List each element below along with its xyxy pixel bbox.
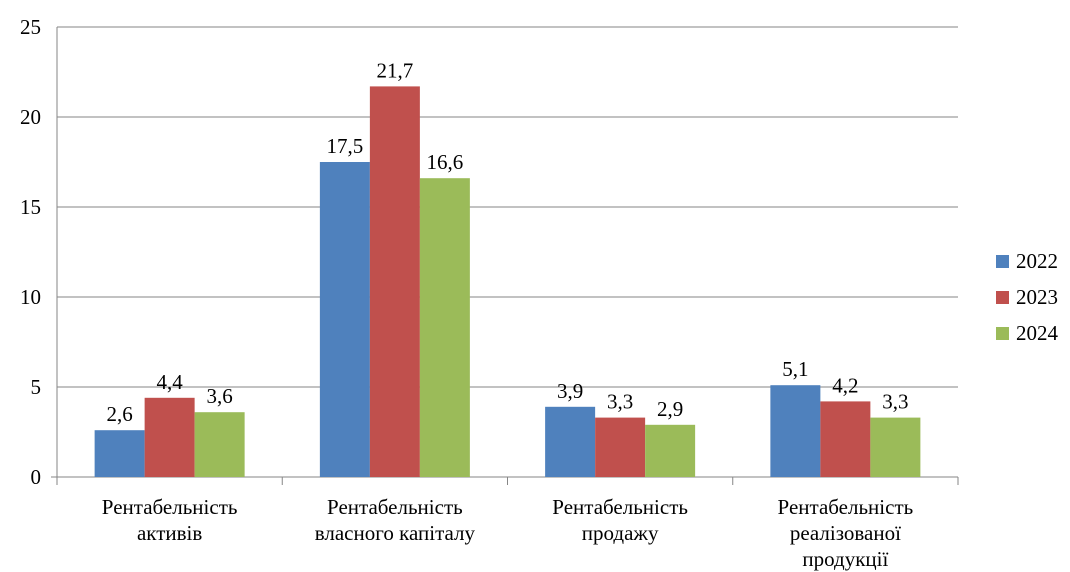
data-label: 17,5: [327, 134, 364, 158]
legend-label-2024: 2024: [1016, 320, 1058, 345]
data-label: 4,2: [832, 373, 858, 397]
y-tick-label: 5: [31, 375, 42, 399]
category-label: власного капіталу: [315, 521, 476, 545]
y-tick-label: 0: [31, 465, 42, 489]
data-label: 2,9: [657, 397, 683, 421]
bar-2023-2: [595, 417, 646, 477]
bar-2024-0: [194, 412, 245, 477]
legend-item-2024: 2024: [996, 315, 1058, 351]
category-label: продукції: [802, 547, 888, 571]
legend-label-2023: 2023: [1016, 284, 1058, 309]
bar-2023-0: [144, 397, 195, 477]
bar-2024-3: [870, 417, 921, 477]
y-tick-label: 20: [20, 105, 41, 129]
bar-2023-3: [820, 401, 871, 477]
data-label: 3,3: [607, 390, 633, 414]
bar-2024-2: [645, 424, 696, 477]
category-label: реалізованої: [790, 521, 901, 545]
y-tick-label: 25: [20, 15, 41, 39]
bar-2023-1: [369, 86, 420, 478]
data-label: 3,6: [207, 384, 233, 408]
legend-swatch-2024: [996, 326, 1009, 340]
data-label: 4,4: [157, 370, 184, 394]
category-label: Рентабельність: [778, 495, 914, 519]
category-label: Рентабельність: [102, 495, 238, 519]
bar-2022-3: [770, 385, 821, 477]
category-label: Рентабельність: [327, 495, 463, 519]
data-label: 21,7: [377, 58, 414, 82]
legend-item-2023: 2023: [996, 279, 1058, 315]
data-label: 5,1: [782, 357, 808, 381]
category-label: активів: [137, 521, 202, 545]
y-tick-label: 15: [20, 195, 41, 219]
data-label: 3,3: [882, 390, 908, 414]
data-label: 3,9: [557, 379, 583, 403]
legend: 2022 2023 2024: [996, 243, 1058, 351]
bar-2024-1: [419, 178, 470, 477]
bar-2022-0: [94, 430, 145, 477]
bar-2022-2: [545, 406, 596, 477]
bar-2022-1: [319, 162, 370, 477]
y-tick-label: 10: [20, 285, 41, 309]
category-label: продажу: [582, 521, 659, 545]
legend-swatch-2023: [996, 290, 1009, 304]
data-label: 16,6: [427, 150, 464, 174]
legend-swatch-2022: [996, 254, 1009, 268]
legend-label-2022: 2022: [1016, 248, 1058, 273]
data-label: 2,6: [107, 402, 133, 426]
category-label: Рентабельність: [552, 495, 688, 519]
legend-item-2022: 2022: [996, 243, 1058, 279]
